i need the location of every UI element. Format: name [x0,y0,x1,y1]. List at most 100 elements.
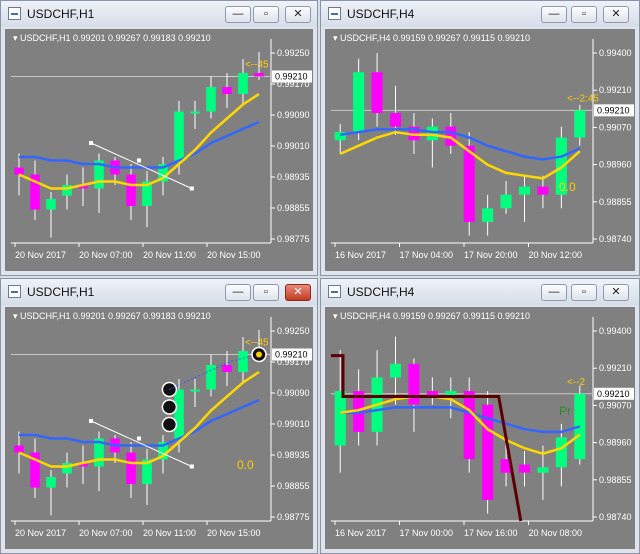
moving-average-fast [18,370,260,468]
restore-button[interactable]: ▫ [571,284,597,301]
price-tick-label: 0.99210 [599,363,632,373]
window-titlebar[interactable]: USDCHF,H4 — ▫ ✕ [321,1,639,27]
price-tick-label: 0.98960 [599,160,632,170]
current-price-box [272,348,312,361]
candle-bullish [555,437,567,468]
minimize-button[interactable]: — [541,284,567,301]
window-title: USDCHF,H1 [27,7,95,21]
time-tick-label: 17 Nov 16:00 [464,528,518,538]
chart-window-icon [8,7,21,20]
candle-bullish [62,463,72,474]
chart-window-icon [8,285,21,298]
candle-bearish [78,185,88,189]
price-tick-label: 0.99010 [277,141,310,151]
time-tick-label: 20 Nov 15:00 [207,528,261,538]
window-titlebar[interactable]: USDCHF,H1 — ▫ ✕ [1,279,317,305]
candle-bullish [46,199,56,210]
candle-bearish [408,363,420,405]
time-tick-label: 16 Nov 2017 [335,250,386,260]
minimize-button[interactable]: — [541,6,567,23]
price-chart-area[interactable]: ▾ USDCHF,H4 0.99159 0.99267 0.99115 0.99… [325,29,635,271]
price-chart-area[interactable]: ▾ USDCHF,H4 0.99159 0.99267 0.99115 0.99… [325,307,635,549]
minimize-button[interactable]: — [225,6,251,23]
time-tick-label: 20 Nov 07:00 [79,528,133,538]
close-button[interactable]: ✕ [285,6,311,23]
moving-average-slow [19,120,260,169]
time-tick-label: 20 Nov 11:00 [143,250,196,260]
candle-bearish [445,126,457,146]
price-tick-label: 0.98775 [277,234,310,244]
resistance-step-line [331,354,523,522]
candle-bullish [62,185,72,196]
price-tick-label: 0.99010 [277,419,310,429]
candlestick-chart: ▾ USDCHF,H4 0.99159 0.99267 0.99115 0.99… [331,33,634,260]
candle-bearish [463,145,475,222]
close-button[interactable]: ✕ [603,6,629,23]
countdown-label: <--2 [567,377,586,388]
symbol-info-text: ▾ USDCHF,H4 0.99159 0.99267 0.99115 0.99… [333,33,530,43]
price-tick-label: 0.98960 [599,438,632,448]
chart-window-1[interactable]: USDCHF,H1 — ▫ ✕ ▾ USDCHF,H1 0.99201 0.99… [0,0,318,276]
candle-bullish [174,111,184,161]
candle-bearish [126,452,136,484]
time-tick-label: 20 Nov 2017 [15,528,66,538]
indicator-value-label: Pr [559,404,571,418]
window-titlebar[interactable]: USDCHF,H1 — ▫ ✕ [1,1,317,27]
moving-average-fast [18,92,260,190]
countdown-label: <--2:45 [567,93,599,104]
signal-marker [161,416,178,433]
candle-bullish [238,351,248,372]
candle-bullish [518,186,531,195]
candle-bullish [158,442,168,460]
moving-average-fast [340,395,581,456]
candle-bearish [14,167,24,175]
candle-bearish [482,404,494,500]
price-tick-label: 0.98740 [599,512,632,522]
candle-bearish [30,452,40,488]
restore-button[interactable]: ▫ [253,6,279,23]
candle-bullish [482,208,494,222]
window-title: USDCHF,H1 [27,285,95,299]
price-chart-area[interactable]: ▾ USDCHF,H1 0.99201 0.99267 0.99183 0.99… [5,29,313,271]
candle-bullish [445,391,457,397]
price-chart-area[interactable]: ▾ USDCHF,H1 0.99201 0.99267 0.99183 0.99… [5,307,313,549]
candle-bearish [500,459,512,473]
close-button[interactable]: ✕ [285,284,311,301]
candle-bearish [126,174,136,206]
chart-window-2[interactable]: USDCHF,H4 — ▫ ✕ ▾ USDCHF,H4 0.99159 0.99… [320,0,640,276]
candle-bullish [500,194,512,209]
candle-bearish [353,391,365,432]
price-tick-label: 0.98935 [277,450,310,460]
chart-window-3[interactable]: USDCHF,H1 — ▫ ✕ ▾ USDCHF,H1 0.99201 0.99… [0,278,318,554]
chart-window-4[interactable]: USDCHF,H4 — ▫ ✕ ▾ USDCHF,H4 0.99159 0.99… [320,278,640,554]
restore-button[interactable]: ▫ [571,6,597,23]
price-tick-label: 0.99090 [277,388,310,398]
candle-bearish [30,174,40,210]
candle-bullish [334,391,346,446]
candle-bullish [206,365,216,390]
moving-average-slow [340,128,581,161]
current-price-label: 0.99210 [275,350,308,360]
candle-bullish [574,110,586,138]
minimize-button[interactable]: — [225,284,251,301]
trend-line-object [90,420,193,467]
price-tick-label: 0.98855 [599,475,632,485]
candle-bearish [254,73,264,77]
window-titlebar[interactable]: USDCHF,H4 — ▫ ✕ [321,279,639,305]
time-tick-label: 20 Nov 08:00 [529,528,583,538]
candle-bearish [537,186,549,195]
moving-average-fast [339,130,581,180]
indicator-value-label: 0.0 [559,180,576,194]
close-button[interactable]: ✕ [603,284,629,301]
candle-bullish [389,363,402,378]
price-tick-label: 0.99250 [277,326,310,336]
chart-window-icon [328,7,341,20]
restore-button[interactable]: ▫ [253,284,279,301]
time-tick-label: 17 Nov 04:00 [400,250,454,260]
candle-bullish [353,72,365,133]
candle-bearish [78,463,88,467]
candle-bearish [389,113,402,127]
countdown-label: <--45 [245,60,269,71]
candle-bullish [142,181,152,206]
trend-line-object [90,142,193,189]
